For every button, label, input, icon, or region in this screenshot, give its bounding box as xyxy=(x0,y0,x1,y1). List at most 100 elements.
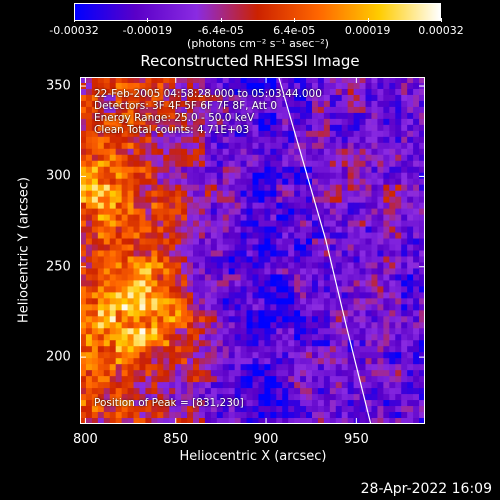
heatmap-cell xyxy=(163,124,170,132)
heatmap-cell xyxy=(377,202,384,210)
heatmap-cell xyxy=(127,232,134,239)
heatmap-cell xyxy=(157,412,164,419)
heatmap-cell xyxy=(145,100,152,108)
heatmap-cell xyxy=(145,418,152,424)
heatmap-cell xyxy=(252,286,259,293)
heatmap-cell xyxy=(163,370,170,377)
heatmap-cell xyxy=(264,268,271,275)
heatmap-cell xyxy=(187,394,194,401)
heatmap-cell xyxy=(306,382,313,389)
heatmap-cell xyxy=(103,340,111,347)
heatmap-cell xyxy=(222,262,230,269)
heatmap-cell xyxy=(210,352,218,359)
heatmap-cell xyxy=(300,166,307,174)
heatmap-cell xyxy=(216,298,224,305)
heatmap-cell xyxy=(169,346,176,353)
heatmap-cell xyxy=(270,412,277,419)
heatmap-cell xyxy=(240,94,247,102)
heatmap-cell xyxy=(222,94,230,102)
heatmap-cell xyxy=(157,154,164,162)
heatmap-cell xyxy=(419,88,425,96)
heatmap-cell xyxy=(91,142,99,150)
heatmap-cell xyxy=(264,412,271,419)
heatmap-cell xyxy=(294,148,301,156)
heatmap-cell xyxy=(306,226,313,233)
heatmap-cell xyxy=(341,352,349,359)
heatmap-cell xyxy=(317,310,325,317)
heatmap-cell xyxy=(109,394,117,401)
heatmap-cell xyxy=(353,208,360,215)
heatmap-cell xyxy=(115,178,123,186)
heatmap-cell xyxy=(133,268,140,275)
heatmap-cell xyxy=(282,148,289,156)
heatmap-cell xyxy=(204,310,212,317)
heatmap-cell xyxy=(139,304,146,311)
heatmap-cell xyxy=(234,268,242,275)
heatmap-cell xyxy=(294,334,301,341)
heatmap-cell xyxy=(407,142,414,150)
heatmap-cell xyxy=(395,112,402,120)
heatmap-cell xyxy=(103,334,111,341)
heatmap-cell xyxy=(395,166,402,174)
heatmap-cell xyxy=(347,214,355,221)
heatmap-cell xyxy=(222,238,230,245)
heatmap-cell xyxy=(359,358,366,365)
heatmap-cell xyxy=(240,304,247,311)
heatmap-cell xyxy=(187,88,194,96)
heatmap-cell xyxy=(151,136,158,144)
heatmap-cell xyxy=(169,244,176,251)
heatmap-cell xyxy=(419,94,425,102)
heatmap-cell xyxy=(222,382,230,389)
heatmap-cell xyxy=(359,136,366,144)
heatmap-cell xyxy=(329,172,337,180)
heatmap-cell xyxy=(258,208,265,215)
heatmap-cell xyxy=(240,328,247,335)
heatmap-cell xyxy=(228,298,236,305)
heatmap-cell xyxy=(371,220,378,227)
heatmap-cell xyxy=(145,142,152,150)
heatmap-cell xyxy=(80,214,87,221)
heatmap-cell xyxy=(85,106,93,114)
heatmap-cell xyxy=(335,238,343,245)
heatmap-cell xyxy=(103,376,111,383)
heatmap-cell xyxy=(198,394,206,401)
heatmap-cell xyxy=(329,166,337,174)
heatmap-cell xyxy=(341,148,349,156)
heatmap-cell xyxy=(300,142,307,150)
heatmap-cell xyxy=(407,148,414,156)
heatmap-cell xyxy=(198,376,206,383)
heatmap-cell xyxy=(157,130,164,138)
heatmap-cell xyxy=(258,388,265,395)
heatmap-cell xyxy=(371,208,378,215)
heatmap-cell xyxy=(252,112,259,120)
heatmap-cell xyxy=(169,262,176,269)
heatmap-cell xyxy=(377,280,384,287)
annotation-peak-position: Position of Peak = [831,230] xyxy=(94,397,244,409)
heatmap-cell xyxy=(228,220,236,227)
heatmap-cell xyxy=(187,322,194,329)
heatmap-cell xyxy=(85,100,93,108)
heatmap-cell xyxy=(198,382,206,389)
heatmap-cell xyxy=(317,370,325,377)
heatmap-cell xyxy=(210,400,218,407)
heatmap-cell xyxy=(335,334,343,341)
heatmap-cell xyxy=(187,406,194,413)
heatmap-cell xyxy=(258,184,265,192)
heatmap-cell xyxy=(294,358,301,365)
heatmap-cell xyxy=(323,382,331,389)
heatmap-cell xyxy=(365,136,372,144)
heatmap-cell xyxy=(353,394,360,401)
heatmap-cell xyxy=(365,364,372,371)
heatmap-cell xyxy=(210,334,218,341)
heatmap-cell xyxy=(395,160,402,168)
heatmap-cell xyxy=(365,280,372,287)
heatmap-cell xyxy=(97,160,105,168)
heatmap-cell xyxy=(371,322,378,329)
heatmap-cell xyxy=(306,400,313,407)
heatmap-cell xyxy=(317,412,325,419)
heatmap-cell xyxy=(347,364,355,371)
heatmap-cell xyxy=(145,232,152,239)
heatmap-cell xyxy=(103,238,111,245)
heatmap-cell xyxy=(246,250,253,257)
heatmap-cell xyxy=(228,82,236,90)
